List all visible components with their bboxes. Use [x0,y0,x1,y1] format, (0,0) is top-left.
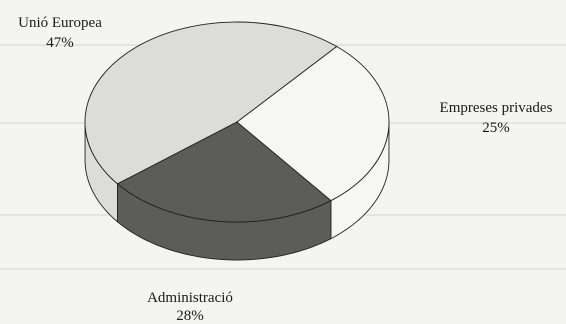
slice-2 [236,45,390,202]
slice-value-0: 47% [46,35,74,51]
slice-name-2: Administració [147,290,233,306]
slice-1 [116,121,332,223]
slice-label-1: Empreses privades 25% [440,100,553,136]
slice-value-2: 28% [176,308,204,324]
slice-label-0: Unió Europea 47% [18,15,102,51]
slice-0 [84,21,338,185]
pie-slices [84,21,390,223]
slice-name-1: Empreses privades [440,100,553,116]
slice-name-0: Unió Europea [18,15,102,31]
slice-value-1: 25% [482,120,510,136]
slice-label-2: Administració 28% [147,290,233,324]
